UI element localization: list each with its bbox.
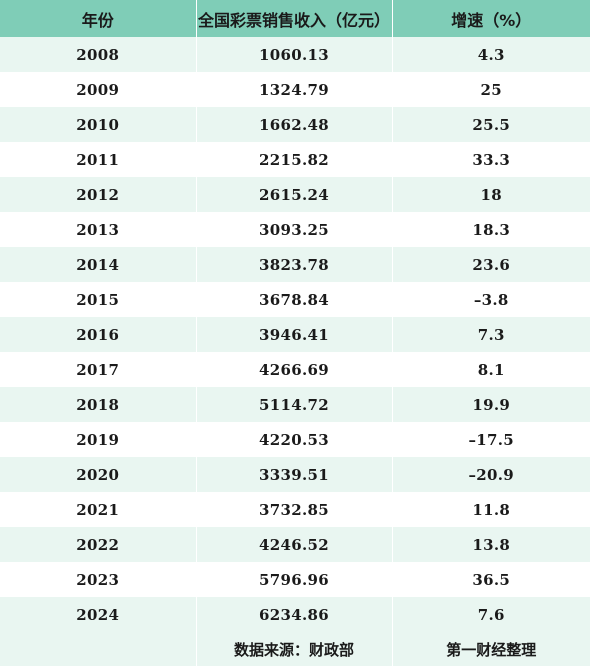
cell-growth-rate: 18.3 <box>472 220 511 239</box>
cell-growth-rate: 25.5 <box>472 115 511 134</box>
cell-growth-rate: –17.5 <box>468 430 515 449</box>
cell-sales-revenue: 1662.48 <box>196 107 393 142</box>
cell-sales-revenue: 1060.13 <box>196 37 393 72</box>
cell-sales-revenue: 3678.84 <box>196 282 393 317</box>
table-row: 2011 2215.82 33.3 <box>0 142 590 177</box>
table-row: 2018 5114.72 19.9 <box>0 387 590 422</box>
cell-year: 2008 <box>0 37 197 72</box>
table-row: 2016 3946.41 7.3 <box>0 317 590 352</box>
cell-year: 2017 <box>0 352 197 387</box>
cell-year: 2015 <box>0 282 197 317</box>
cell-sales-revenue: 4246.52 <box>196 527 393 562</box>
cell-sales-revenue: 3823.78 <box>196 247 393 282</box>
cell-year: 2011 <box>0 142 197 177</box>
table-row: 2013 3093.25 18.3 <box>0 212 590 247</box>
cell-year: 2020 <box>0 457 197 492</box>
table-row: 2021 3732.85 11.8 <box>0 492 590 527</box>
cell-sales-revenue: 4220.53 <box>196 422 393 457</box>
cell-growth-rate: 11.8 <box>472 500 511 519</box>
cell-sales-revenue: 5114.72 <box>196 387 393 422</box>
cell-sales-revenue: 3732.85 <box>196 492 393 527</box>
cell-year: 2009 <box>0 72 197 107</box>
table-row: 2015 3678.84 –3.8 <box>0 282 590 317</box>
header-growth-rate: 增速（%） <box>451 10 532 30</box>
table-row: 2023 5796.96 36.5 <box>0 562 590 597</box>
table-row: 2014 3823.78 23.6 <box>0 247 590 282</box>
table-row: 2022 4246.52 13.8 <box>0 527 590 562</box>
cell-growth-rate: 19.9 <box>472 395 511 414</box>
table-body: 2008 1060.13 4.3 2009 1324.79 25 2010 1662.48 25… <box>0 37 590 632</box>
cell-growth-rate: 4.3 <box>477 45 505 64</box>
footer-row: 数据来源：财政部 第一财经整理 <box>0 632 590 666</box>
table-row: 2008 1060.13 4.3 <box>0 37 590 72</box>
cell-growth-rate: 7.3 <box>477 325 505 344</box>
cell-sales-revenue: 5796.96 <box>196 562 393 597</box>
cell-growth-rate: –20.9 <box>468 465 515 484</box>
table-row: 2020 3339.51 –20.9 <box>0 457 590 492</box>
cell-sales-revenue: 2215.82 <box>196 142 393 177</box>
table-footer: 数据来源：财政部 第一财经整理 <box>0 632 590 666</box>
table-row: 2019 4220.53 –17.5 <box>0 422 590 457</box>
cell-year: 2012 <box>0 177 197 212</box>
cell-sales-revenue: 1324.79 <box>196 72 393 107</box>
header-year: 年份 <box>0 0 197 37</box>
cell-year: 2022 <box>0 527 197 562</box>
table-row: 2009 1324.79 25 <box>0 72 590 107</box>
header-sales-revenue: 全国彩票销售收入（亿元） <box>196 0 393 37</box>
cell-sales-revenue: 4266.69 <box>196 352 393 387</box>
footer-compiled-by: 第一财经整理 <box>446 640 537 659</box>
cell-year: 2019 <box>0 422 197 457</box>
cell-growth-rate: –3.8 <box>473 290 509 309</box>
table-row: 2010 1662.48 25.5 <box>0 107 590 142</box>
footer-data-source: 数据来源：财政部 <box>196 632 393 666</box>
cell-sales-revenue: 3946.41 <box>196 317 393 352</box>
cell-growth-rate: 36.5 <box>472 570 511 589</box>
cell-year: 2024 <box>0 597 197 632</box>
cell-year: 2013 <box>0 212 197 247</box>
cell-year: 2021 <box>0 492 197 527</box>
cell-growth-rate: 13.8 <box>472 535 511 554</box>
cell-year: 2016 <box>0 317 197 352</box>
table-row: 2024 6234.86 7.6 <box>0 597 590 632</box>
table-row: 2017 4266.69 8.1 <box>0 352 590 387</box>
cell-sales-revenue: 3339.51 <box>196 457 393 492</box>
footer-empty-cell <box>0 632 197 666</box>
table-row: 2012 2615.24 18 <box>0 177 590 212</box>
cell-growth-rate: 25 <box>480 80 502 99</box>
cell-year: 2023 <box>0 562 197 597</box>
cell-growth-rate: 8.1 <box>477 360 505 379</box>
cell-sales-revenue: 3093.25 <box>196 212 393 247</box>
header-row: 年份 全国彩票销售收入（亿元） 增速（%） <box>0 0 590 37</box>
cell-sales-revenue: 6234.86 <box>196 597 393 632</box>
cell-year: 2018 <box>0 387 197 422</box>
cell-growth-rate: 18 <box>480 185 502 204</box>
cell-year: 2010 <box>0 107 197 142</box>
cell-growth-rate: 7.6 <box>477 605 505 624</box>
cell-year: 2014 <box>0 247 197 282</box>
cell-growth-rate: 23.6 <box>472 255 511 274</box>
cell-growth-rate: 33.3 <box>472 150 511 169</box>
cell-sales-revenue: 2615.24 <box>196 177 393 212</box>
table-header: 年份 全国彩票销售收入（亿元） 增速（%） <box>0 0 590 37</box>
